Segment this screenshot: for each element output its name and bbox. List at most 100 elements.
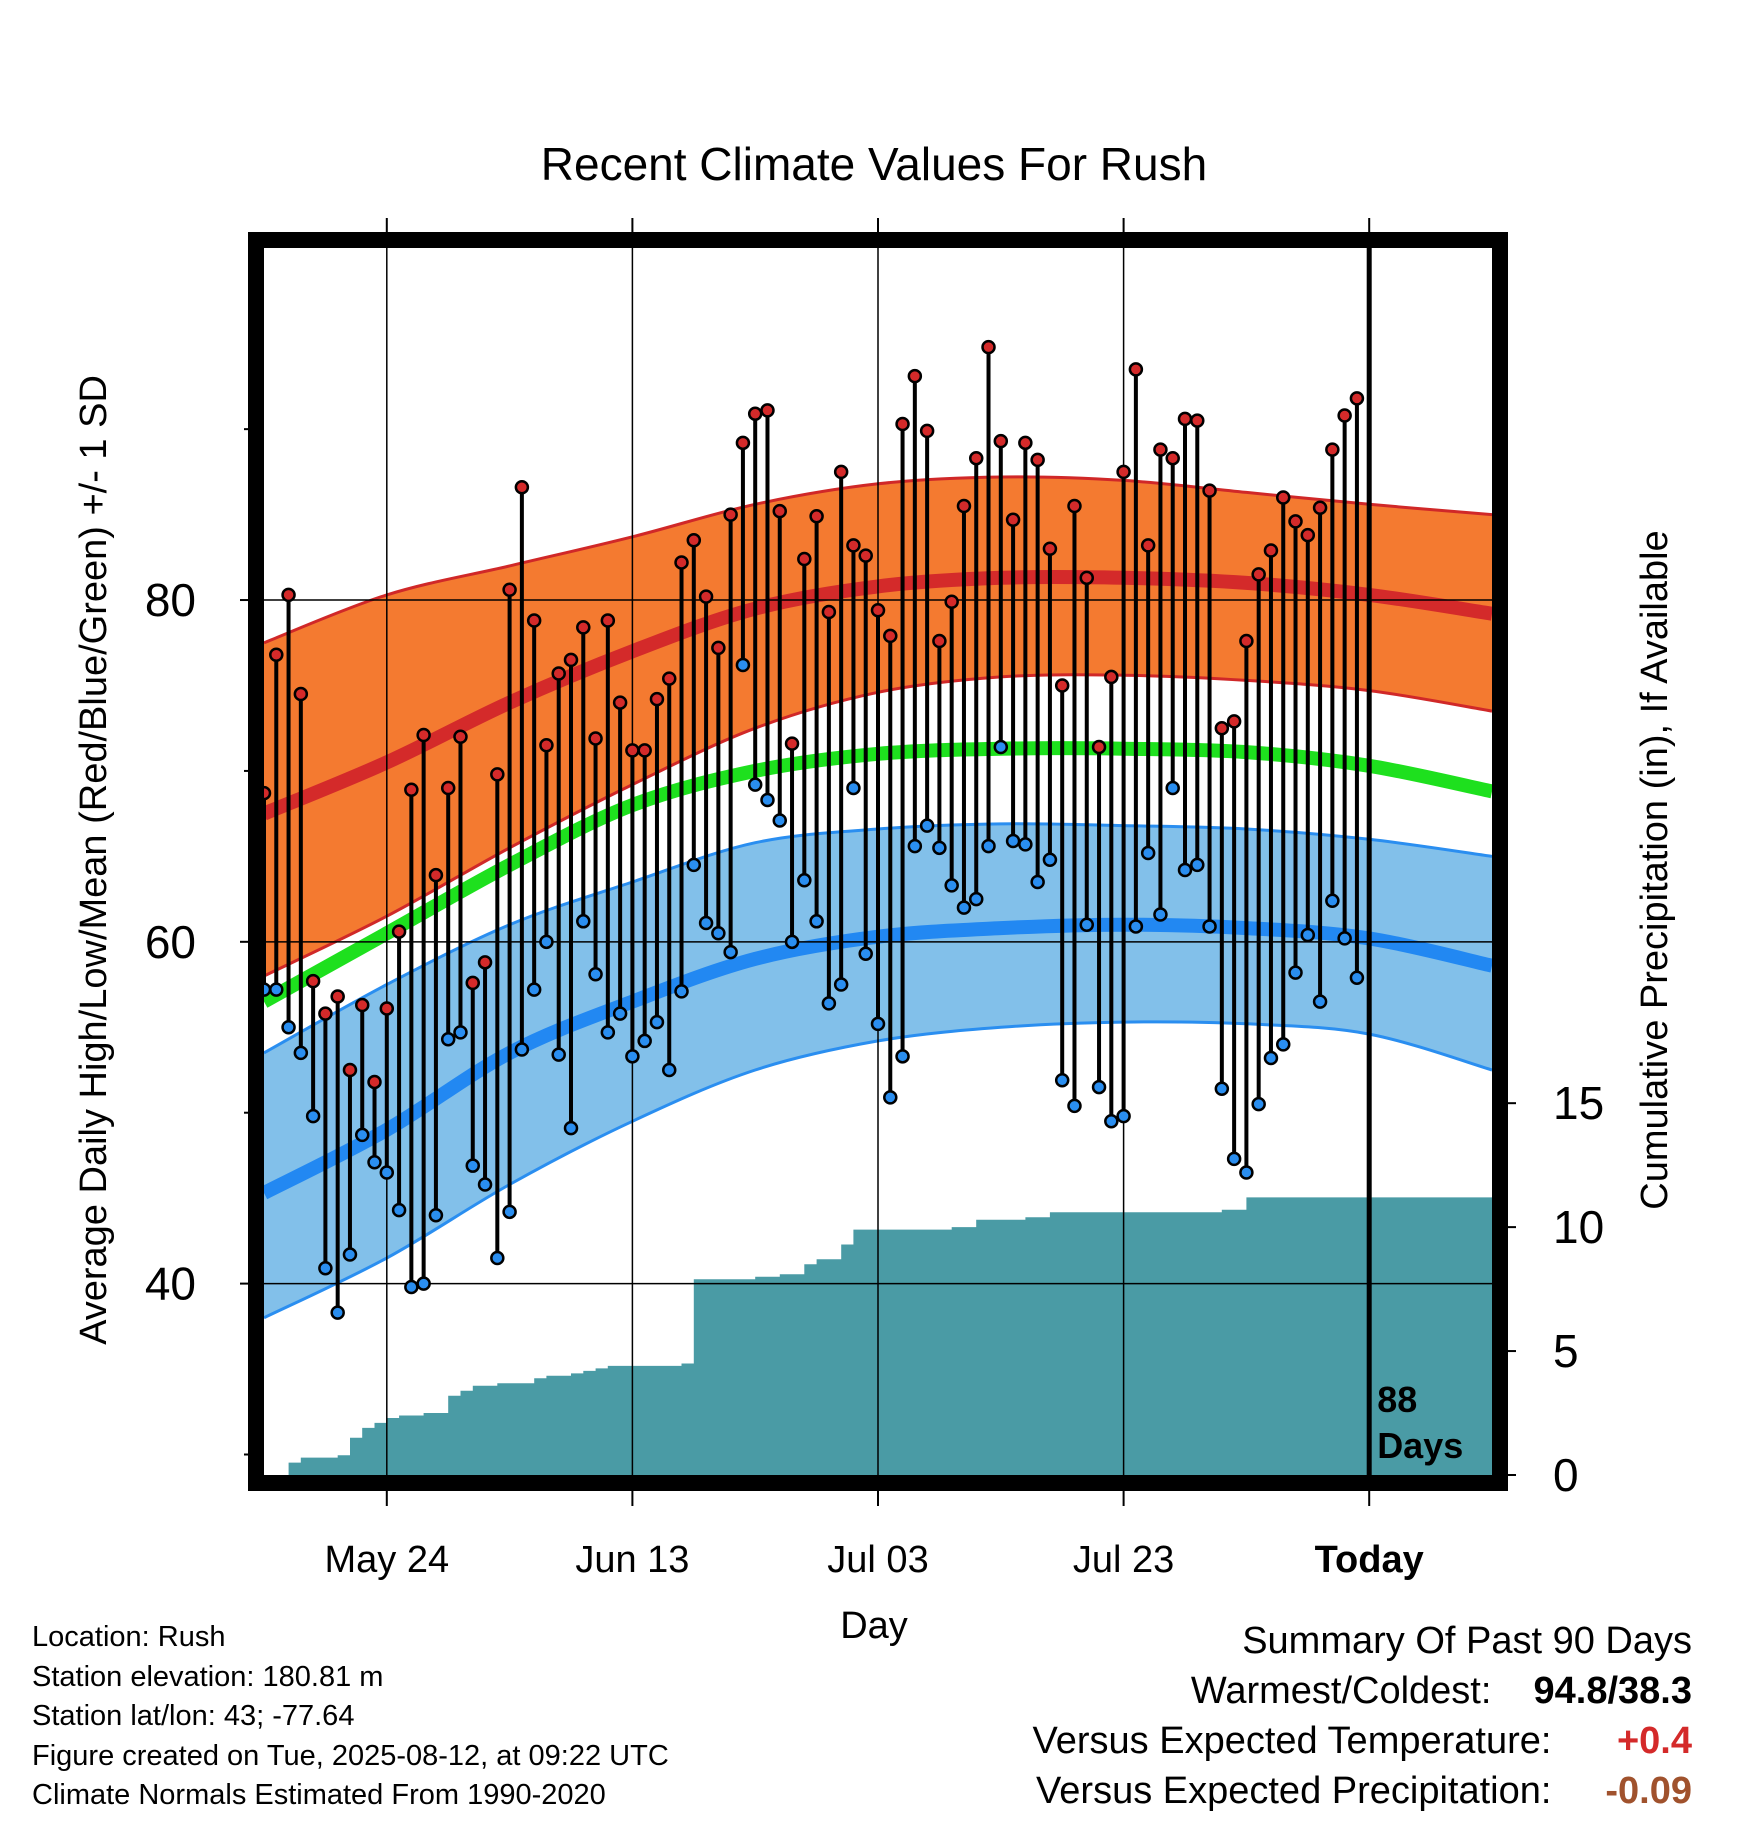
- daily-low-point: [821, 996, 837, 1011]
- daily-low-point: [1018, 837, 1033, 852]
- plot-frame: [248, 232, 1508, 1491]
- daily-high-point: [944, 594, 959, 609]
- daily-low-point: [293, 1045, 309, 1061]
- daily-high-point: [416, 727, 431, 743]
- daily-low-point: [342, 1247, 358, 1262]
- daily-high-point: [1177, 411, 1193, 427]
- daily-low-point: [318, 1260, 333, 1276]
- daily-low-point: [490, 1250, 505, 1266]
- daily-low-point: [809, 914, 824, 929]
- daily-high-point: [1054, 678, 1070, 693]
- daily-high-point: [502, 582, 517, 598]
- daily-low-point: [1079, 917, 1095, 932]
- daily-low-point: [1054, 1072, 1070, 1088]
- daily-low-point: [674, 984, 689, 999]
- daily-low-point: [563, 1120, 579, 1136]
- daily-low-point: [1030, 874, 1045, 890]
- precip-value: -0.09: [1605, 1770, 1692, 1812]
- daily-low-point: [833, 977, 849, 992]
- daily-high-point: [1153, 442, 1168, 457]
- temp-row: Versus Expected Temperature: +0.4: [1033, 1716, 1692, 1766]
- daily-high-point: [1140, 538, 1156, 553]
- daily-low-point: [1116, 1108, 1131, 1124]
- daily-low-point: [1104, 1114, 1119, 1129]
- daily-high-point: [1042, 541, 1058, 557]
- y-tick-label: 60: [145, 916, 196, 968]
- daily-high-point: [269, 647, 284, 662]
- daily-high-point: [1288, 514, 1303, 529]
- daily-low-point: [588, 967, 603, 982]
- daily-high-point: [1165, 450, 1180, 466]
- daily-high-point: [1325, 442, 1340, 457]
- daily-low-point: [612, 1006, 628, 1021]
- daily-high-point: [305, 973, 321, 989]
- daily-high-point: [661, 671, 677, 686]
- x-tick-label: Jul 03: [827, 1539, 928, 1581]
- daily-high-point: [833, 464, 849, 480]
- daily-low-point: [1325, 893, 1340, 909]
- latlon-text: Station lat/lon: 43; -77.64: [32, 1700, 355, 1732]
- daily-low-point: [1300, 927, 1316, 943]
- warm-cold-row: Warmest/Coldest: 94.8/38.3: [1033, 1666, 1692, 1716]
- daily-low-point: [526, 982, 542, 997]
- daily-high-point: [1214, 720, 1230, 736]
- y2-tick-label: 0: [1553, 1449, 1579, 1501]
- daily-high-point: [698, 589, 714, 604]
- daily-low-point: [661, 1062, 677, 1078]
- daily-high-point: [1239, 633, 1254, 649]
- daily-high-point: [453, 729, 468, 744]
- daily-high-point: [404, 782, 419, 797]
- x-tick-label: Jul 23: [1073, 1539, 1174, 1581]
- daily-high-point: [1116, 464, 1131, 480]
- summary-heading: Summary Of Past 90 Days: [1242, 1620, 1692, 1662]
- daily-low-point: [772, 813, 788, 828]
- daily-high-point: [367, 1074, 382, 1090]
- x-tick-label: May 24: [324, 1539, 449, 1581]
- daily-high-point: [1275, 490, 1291, 505]
- daily-high-point: [477, 955, 493, 970]
- daily-high-point: [1091, 739, 1107, 755]
- daily-low-point: [551, 1047, 566, 1062]
- daily-high-point: [551, 666, 566, 681]
- daily-high-point: [907, 368, 923, 384]
- daily-low-point: [1091, 1079, 1107, 1095]
- daily-low-point: [698, 915, 714, 931]
- x-tick-label: Today: [1315, 1539, 1424, 1581]
- daily-high-point: [1128, 362, 1144, 377]
- daily-high-point: [514, 479, 530, 495]
- daily-low-point: [404, 1279, 419, 1295]
- daily-low-point: [379, 1165, 395, 1180]
- daily-low-point: [428, 1207, 444, 1223]
- daily-low-point: [1042, 852, 1058, 868]
- daily-high-point: [1251, 567, 1266, 582]
- daily-low-point: [711, 926, 726, 941]
- today-days-label: 88 Days: [1377, 1379, 1463, 1466]
- daily-high-point: [379, 1001, 395, 1016]
- daily-low-point: [305, 1108, 321, 1124]
- daily-high-point: [1226, 714, 1242, 729]
- daily-high-point: [354, 997, 370, 1013]
- daily-high-point: [440, 780, 456, 796]
- normals-text: Climate Normals Estimated From 1990-2020: [32, 1779, 606, 1811]
- daily-high-point: [711, 640, 726, 656]
- daily-low-point: [723, 944, 738, 960]
- daily-low-point: [1177, 862, 1193, 878]
- daily-high-point: [625, 743, 640, 758]
- daily-low-point: [883, 1090, 898, 1105]
- daily-high-point: [342, 1062, 358, 1078]
- daily-high-point: [526, 613, 542, 628]
- daily-low-point: [367, 1155, 382, 1170]
- daily-high-point: [1263, 543, 1279, 558]
- daily-high-point: [330, 989, 345, 1004]
- daily-low-point: [354, 1127, 370, 1143]
- daily-high-point: [1300, 527, 1316, 543]
- daily-high-point: [1079, 570, 1095, 586]
- daily-low-point: [502, 1204, 517, 1220]
- location-text: Location: Rush: [32, 1621, 226, 1653]
- daily-low-point: [391, 1202, 407, 1218]
- daily-low-point: [600, 1025, 616, 1040]
- daily-low-point: [846, 780, 861, 796]
- daily-high-point: [858, 548, 873, 563]
- created-text: Figure created on Tue, 2025-08-12, at 09…: [32, 1739, 669, 1772]
- daily-high-point: [293, 686, 309, 702]
